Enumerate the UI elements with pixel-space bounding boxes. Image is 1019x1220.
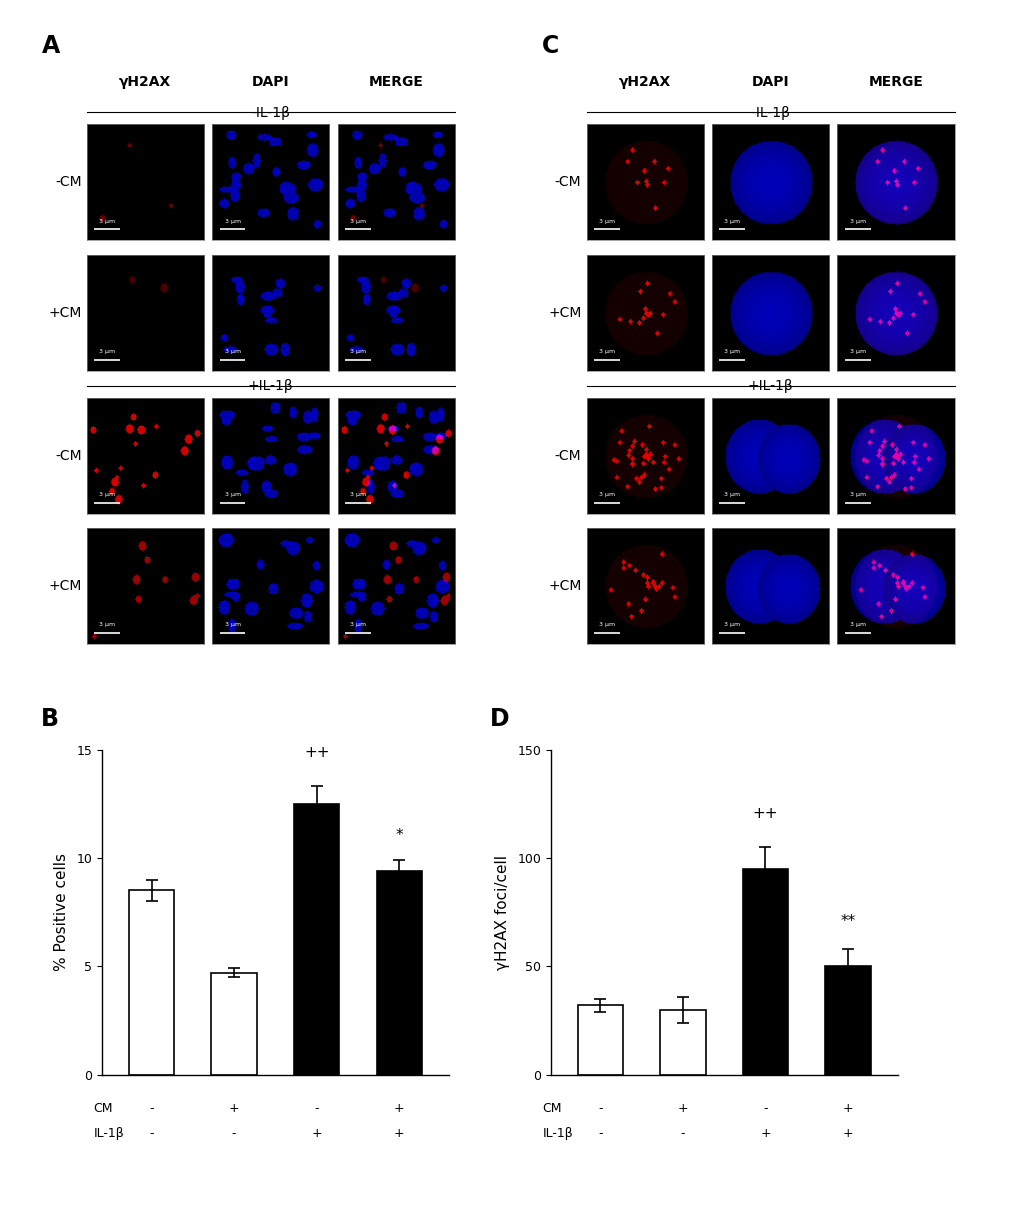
Text: 3 μm: 3 μm	[598, 349, 614, 354]
Text: 3 μm: 3 μm	[224, 492, 240, 497]
Text: +IL-1β: +IL-1β	[248, 379, 293, 393]
Text: +: +	[393, 1126, 405, 1139]
Text: +: +	[842, 1102, 853, 1115]
Text: +: +	[311, 1126, 322, 1139]
Text: IL-1β: IL-1β	[94, 1126, 124, 1139]
Text: -CM: -CM	[55, 449, 82, 462]
Text: 3 μm: 3 μm	[598, 218, 614, 223]
Bar	[659, 1010, 705, 1075]
Text: +: +	[842, 1126, 853, 1139]
Text: -: -	[762, 1102, 767, 1115]
Text: 3 μm: 3 μm	[224, 218, 240, 223]
Text: MERGE: MERGE	[369, 76, 423, 89]
Text: **: **	[840, 915, 855, 930]
Text: 3 μm: 3 μm	[849, 622, 865, 627]
Text: 3 μm: 3 μm	[224, 349, 240, 354]
Text: +: +	[759, 1126, 770, 1139]
Text: 3 μm: 3 μm	[99, 622, 115, 627]
Text: 3 μm: 3 μm	[598, 492, 614, 497]
Text: +: +	[677, 1102, 688, 1115]
Bar	[211, 972, 257, 1075]
Bar	[293, 804, 339, 1075]
Text: 3 μm: 3 μm	[350, 218, 366, 223]
Text: *: *	[395, 827, 403, 843]
Text: MERGE: MERGE	[868, 76, 922, 89]
Text: 3 μm: 3 μm	[350, 492, 366, 497]
Text: 3 μm: 3 μm	[723, 622, 740, 627]
Text: -CM: -CM	[554, 449, 581, 462]
Text: -IL-1β: -IL-1β	[750, 106, 790, 120]
Text: γH2AX: γH2AX	[619, 76, 671, 89]
Text: 3 μm: 3 μm	[99, 349, 115, 354]
Text: -: -	[597, 1126, 602, 1139]
Text: IL-1β: IL-1β	[542, 1126, 573, 1139]
Text: 3 μm: 3 μm	[723, 218, 740, 223]
Text: -CM: -CM	[554, 176, 581, 189]
Text: -: -	[231, 1126, 236, 1139]
Text: DAPI: DAPI	[751, 76, 789, 89]
Text: +CM: +CM	[547, 580, 581, 593]
Text: ++: ++	[752, 806, 777, 821]
Text: -: -	[680, 1126, 685, 1139]
Text: +IL-1β: +IL-1β	[747, 379, 793, 393]
Text: +: +	[228, 1102, 239, 1115]
Text: 3 μm: 3 μm	[99, 218, 115, 223]
Text: D: D	[489, 708, 508, 731]
Text: C: C	[541, 34, 558, 59]
Bar	[128, 891, 174, 1075]
Text: -IL-1β: -IL-1β	[251, 106, 290, 120]
Text: 3 μm: 3 μm	[849, 349, 865, 354]
Text: +CM: +CM	[48, 580, 82, 593]
Text: 3 μm: 3 μm	[99, 492, 115, 497]
Bar	[577, 1005, 623, 1075]
Text: 3 μm: 3 μm	[849, 492, 865, 497]
Bar	[824, 966, 870, 1075]
Y-axis label: γH2AX foci/cell: γH2AX foci/cell	[495, 854, 510, 970]
Text: CM: CM	[542, 1102, 561, 1115]
Text: -: -	[149, 1102, 154, 1115]
Text: -: -	[597, 1102, 602, 1115]
Text: DAPI: DAPI	[252, 76, 289, 89]
Text: +CM: +CM	[48, 306, 82, 320]
Text: B: B	[41, 708, 59, 731]
Text: +: +	[393, 1102, 405, 1115]
Text: 3 μm: 3 μm	[224, 622, 240, 627]
Text: +CM: +CM	[547, 306, 581, 320]
Y-axis label: % Positive cells: % Positive cells	[54, 853, 69, 971]
Bar	[742, 869, 788, 1075]
Text: 3 μm: 3 μm	[350, 622, 366, 627]
Bar	[376, 871, 422, 1075]
Text: 3 μm: 3 μm	[598, 622, 614, 627]
Text: CM: CM	[94, 1102, 113, 1115]
Text: A: A	[42, 34, 60, 59]
Text: -CM: -CM	[55, 176, 82, 189]
Text: 3 μm: 3 μm	[849, 218, 865, 223]
Text: 3 μm: 3 μm	[350, 349, 366, 354]
Text: 3 μm: 3 μm	[723, 349, 740, 354]
Text: -: -	[149, 1126, 154, 1139]
Text: ++: ++	[304, 745, 329, 760]
Text: -: -	[314, 1102, 319, 1115]
Text: γH2AX: γH2AX	[119, 76, 171, 89]
Text: 3 μm: 3 μm	[723, 492, 740, 497]
